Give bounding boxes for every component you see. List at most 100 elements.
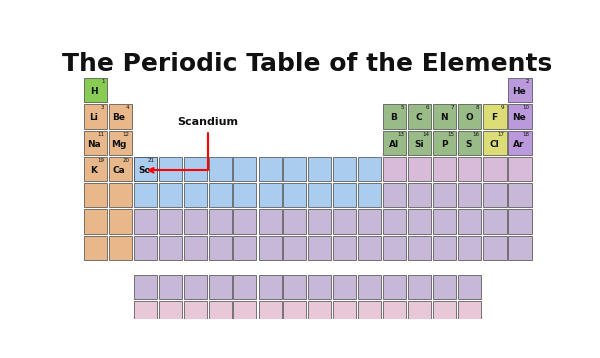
Text: 9: 9: [501, 106, 505, 110]
Text: K: K: [91, 166, 97, 175]
Text: 8: 8: [476, 106, 479, 110]
Bar: [158, 301, 182, 325]
Text: The Periodic Table of the Elements: The Periodic Table of the Elements: [62, 52, 553, 76]
Bar: [259, 157, 281, 181]
Bar: [83, 105, 107, 129]
Bar: [83, 157, 107, 181]
Bar: [409, 209, 431, 233]
Bar: [259, 301, 281, 325]
Bar: [383, 157, 407, 181]
Text: 1: 1: [101, 79, 104, 84]
Text: Li: Li: [89, 113, 98, 122]
Bar: [209, 209, 232, 233]
Bar: [458, 105, 481, 129]
Bar: [233, 275, 256, 299]
Bar: [458, 275, 481, 299]
Bar: [209, 183, 232, 207]
Bar: [283, 157, 307, 181]
Text: 19: 19: [97, 158, 104, 163]
Bar: [133, 183, 157, 207]
Bar: [358, 236, 382, 260]
Bar: [158, 209, 182, 233]
Bar: [233, 183, 256, 207]
Text: 13: 13: [398, 132, 404, 137]
Text: F: F: [491, 113, 497, 122]
Bar: [83, 78, 107, 102]
Bar: [508, 183, 532, 207]
Bar: [184, 157, 206, 181]
Bar: [283, 236, 307, 260]
Bar: [508, 157, 532, 181]
Bar: [433, 301, 457, 325]
Text: Ne: Ne: [512, 113, 526, 122]
Bar: [133, 301, 157, 325]
Bar: [133, 157, 157, 181]
Bar: [484, 183, 506, 207]
Bar: [508, 78, 532, 102]
Bar: [508, 236, 532, 260]
Bar: [308, 157, 331, 181]
Bar: [433, 105, 457, 129]
Text: Na: Na: [87, 140, 101, 149]
Bar: [109, 105, 131, 129]
Text: P: P: [440, 140, 448, 149]
Bar: [259, 236, 281, 260]
Text: 5: 5: [401, 106, 404, 110]
Bar: [184, 209, 206, 233]
Bar: [383, 275, 407, 299]
Bar: [109, 131, 131, 155]
Text: 15: 15: [448, 132, 455, 137]
Text: Ar: Ar: [513, 140, 525, 149]
Bar: [334, 157, 356, 181]
Bar: [409, 275, 431, 299]
Bar: [433, 131, 457, 155]
Bar: [383, 131, 407, 155]
Bar: [383, 183, 407, 207]
Bar: [283, 301, 307, 325]
Bar: [358, 183, 382, 207]
Text: Cl: Cl: [489, 140, 499, 149]
Text: S: S: [466, 140, 472, 149]
Text: 4: 4: [126, 106, 130, 110]
Bar: [409, 301, 431, 325]
Bar: [484, 209, 506, 233]
Bar: [83, 131, 107, 155]
Bar: [158, 275, 182, 299]
Bar: [358, 209, 382, 233]
Bar: [458, 131, 481, 155]
Bar: [133, 209, 157, 233]
Bar: [409, 131, 431, 155]
Bar: [133, 157, 157, 181]
Bar: [283, 209, 307, 233]
Text: Ca: Ca: [113, 166, 125, 175]
Bar: [409, 105, 431, 129]
Bar: [308, 209, 331, 233]
Text: He: He: [512, 87, 526, 96]
Text: 3: 3: [101, 106, 104, 110]
Bar: [409, 183, 431, 207]
Text: B: B: [391, 113, 397, 122]
Bar: [184, 183, 206, 207]
Text: Sc: Sc: [138, 166, 150, 175]
Text: 2: 2: [526, 79, 529, 84]
Text: 12: 12: [122, 132, 130, 137]
Bar: [484, 131, 506, 155]
Bar: [83, 183, 107, 207]
Text: 14: 14: [422, 132, 430, 137]
Bar: [209, 157, 232, 181]
Bar: [209, 275, 232, 299]
Bar: [508, 105, 532, 129]
Text: 20: 20: [122, 158, 130, 163]
Bar: [508, 209, 532, 233]
Text: 21: 21: [148, 158, 155, 163]
Bar: [184, 275, 206, 299]
Bar: [109, 157, 131, 181]
Bar: [334, 183, 356, 207]
Bar: [259, 209, 281, 233]
Bar: [458, 183, 481, 207]
Bar: [109, 209, 131, 233]
Bar: [484, 236, 506, 260]
Bar: [158, 236, 182, 260]
Bar: [184, 301, 206, 325]
Bar: [109, 236, 131, 260]
